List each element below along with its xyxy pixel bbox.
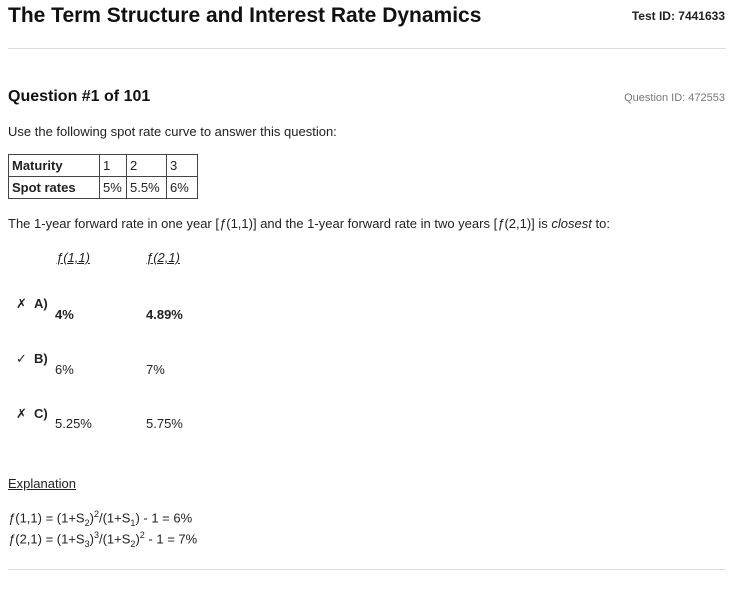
- answer-value: 5.25%: [55, 416, 92, 431]
- divider: [8, 48, 726, 49]
- divider: [8, 569, 726, 570]
- question-id: Question ID: 472553: [624, 92, 725, 104]
- spot-rate-table: Maturity 1 2 3 Spot rates 5% 5.5% 6%: [8, 154, 198, 199]
- table-cell: 2: [126, 154, 167, 177]
- subscript: 3: [84, 538, 90, 549]
- formula-text: ) - 1 = 6%: [135, 510, 193, 526]
- forward-symbol: ƒ: [8, 531, 16, 547]
- superscript: 3: [93, 530, 99, 540]
- answer-value: 4%: [55, 307, 74, 322]
- question-number: Question #1 of 101: [8, 88, 151, 105]
- column-header-f11: ƒ(1,1): [56, 250, 90, 265]
- test-id: Test ID: 7441633: [631, 9, 725, 23]
- stem-text: to:: [591, 216, 610, 231]
- column-header-f21: ƒ(2,1): [146, 250, 180, 265]
- forward-symbol: ƒ: [497, 216, 505, 231]
- stem-emphasis: closest: [551, 216, 592, 231]
- page-title: The Term Structure and Interest Rate Dyn…: [8, 4, 482, 27]
- correct-icon: ✓: [16, 351, 27, 366]
- table-cell: 1: [99, 154, 127, 177]
- answer-letter: A): [34, 296, 48, 311]
- superscript: 2: [139, 530, 145, 540]
- explanation-heading: Explanation: [8, 476, 76, 491]
- forward-symbol: ƒ: [219, 216, 227, 231]
- table-cell: 5%: [99, 176, 127, 199]
- table-row: Maturity 1 2 3: [8, 154, 198, 177]
- formula-text: (2,1) = (1+S: [15, 531, 85, 547]
- question-intro: Use the following spot rate curve to ans…: [8, 124, 337, 139]
- answer-value: 6%: [55, 362, 74, 377]
- stem-text: (1,1)] and the 1-year forward rate in tw…: [226, 216, 498, 231]
- formula-text: (1,1) = (1+S: [15, 510, 85, 526]
- formula-text: /(1+S: [98, 531, 131, 547]
- stem-text: The 1-year forward rate in one year [: [8, 216, 219, 231]
- table-cell: Spot rates: [8, 176, 100, 199]
- superscript: 2: [93, 509, 99, 519]
- subscript: 1: [130, 517, 136, 528]
- table-cell: Maturity: [8, 154, 100, 177]
- subscript: 2: [130, 538, 136, 549]
- answer-value: 4.89%: [146, 307, 183, 322]
- formula-text: ): [135, 531, 140, 547]
- table-cell: 5.5%: [126, 176, 167, 199]
- answer-letter: C): [34, 406, 48, 421]
- formula-text: ): [89, 531, 94, 547]
- incorrect-icon: ✗: [16, 296, 27, 311]
- answer-value: 7%: [146, 362, 165, 377]
- question-stem: The 1-year forward rate in one year [ƒ(1…: [8, 216, 610, 231]
- formula-text: ): [89, 510, 94, 526]
- formula-text: - 1 = 7%: [144, 531, 198, 547]
- formula-text: /(1+S: [98, 510, 131, 526]
- subscript: 2: [84, 517, 90, 528]
- table-cell: 6%: [166, 176, 198, 199]
- forward-symbol: ƒ: [8, 510, 16, 526]
- table-cell: 3: [166, 154, 198, 177]
- table-row: Spot rates 5% 5.5% 6%: [8, 176, 198, 199]
- stem-text: (2,1)] is: [504, 216, 552, 231]
- explanation-formula-2: ƒ(2,1) = (1+S3)3/(1+S2)2 - 1 = 7%: [8, 530, 197, 549]
- incorrect-icon: ✗: [16, 406, 27, 421]
- answer-value: 5.75%: [146, 416, 183, 431]
- answer-letter: B): [34, 351, 48, 366]
- explanation-formula-1: ƒ(1,1) = (1+S2)2/(1+S1) - 1 = 6%: [8, 509, 192, 528]
